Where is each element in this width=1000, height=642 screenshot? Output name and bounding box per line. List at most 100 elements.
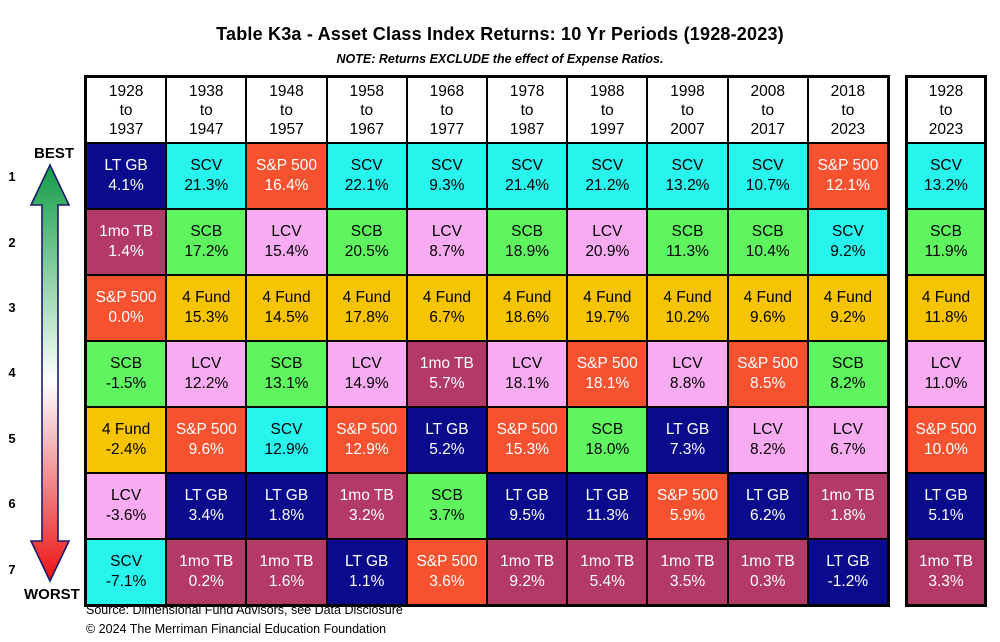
return-cell: LCV 18.1% [487,342,567,406]
return-cell: S&P 500 15.3% [487,408,567,472]
return-value: 3.4% [188,507,224,524]
period-header-line: 2023 [830,120,866,138]
return-cell: LCV 20.9% [568,210,647,274]
asset-class-label: 4 Fund [422,289,472,306]
rank-number: 7 [8,561,16,577]
asset-class-label: LT GB [345,553,389,570]
period-header: 1928 to 2023 [908,78,984,142]
asset-class-label: S&P 500 [175,421,237,438]
rank-number: 6 [8,496,16,512]
return-value: 18.6% [505,309,550,326]
period-header-line: to [600,101,614,119]
period-header-line: 1977 [429,120,465,138]
return-value: 7.3% [669,441,706,458]
asset-class-label: LT GB [826,553,870,570]
return-cell: 1mo TB 3.3% [908,540,984,604]
period-header-line: 2023 [928,120,964,138]
return-cell: SCB 18.9% [487,210,567,274]
return-cell: S&P 500 3.6% [407,540,486,604]
asset-class-label: 1mo TB [259,553,314,570]
asset-class-label: 4 Fund [921,289,971,306]
rank-number: 5 [8,430,16,446]
asset-class-label: S&P 500 [416,553,478,570]
asset-class-label: LCV [111,487,142,504]
return-cell: SCB 11.3% [648,210,727,274]
return-cell: SCB 11.9% [908,210,984,274]
return-value: 6.7% [429,309,465,326]
return-cell: 1mo TB 1.6% [247,540,326,604]
return-value: 5.1% [928,507,964,524]
return-cell: SCB 10.4% [728,210,807,274]
return-value: 9.2% [830,309,866,326]
asset-class-label: LCV [592,223,623,240]
period-header: 1948 to 1957 [247,78,326,142]
rank-number: 1 [8,169,16,185]
asset-class-label: S&P 500 [817,157,879,174]
return-value: 10.2% [665,309,710,326]
return-cell: S&P 500 16.4% [247,144,326,208]
asset-class-label: SCB [591,421,624,438]
return-cell: SCV 21.3% [167,144,246,208]
asset-class-label: SCB [430,487,463,504]
return-value: 6.7% [830,441,866,458]
return-cell: SCV 10.7% [728,144,807,208]
return-value: 10.4% [745,243,790,260]
return-value: 19.7% [585,309,630,326]
asset-class-label: SCB [110,355,143,372]
asset-class-label: SCB [270,355,303,372]
return-cell: SCB -1.5% [87,342,166,406]
asset-class-label: LCV [930,355,962,372]
period-header-line: 1957 [269,120,304,138]
period-header: 1988 to 1997 [568,78,647,142]
asset-class-label: S&P 500 [256,157,317,174]
return-cell: SCB 13.1% [247,342,326,406]
return-value: 20.9% [585,243,630,260]
return-value: -1.2% [827,573,869,590]
return-value: -1.5% [105,375,147,392]
asset-class-label: SCB [350,223,383,240]
return-cell: 1mo TB 3.2% [327,474,406,538]
rank-number: 4 [8,365,16,381]
return-cell: SCV 9.3% [407,144,486,208]
return-value: 0.0% [108,309,144,326]
return-value: 14.5% [264,309,309,326]
return-value: 5.4% [589,573,625,590]
best-label: BEST [34,145,75,162]
return-value: 0.2% [188,573,224,590]
asset-class-label: 4 Fund [743,289,792,306]
return-value: 17.2% [184,243,229,260]
return-value: 18.0% [585,441,630,458]
period-header-line: 1948 [269,82,304,100]
return-cell: LT GB 7.3% [648,408,727,472]
asset-class-label: 1mo TB [580,553,635,570]
return-value: 11.3% [585,507,629,524]
summary-grid: 1928 to 2023 SCV 13.2% SCB 11.9% 4 Fund 11.8% LCV… [905,75,987,607]
return-value: 9.5% [509,507,545,524]
asset-class-label: SCB [511,223,544,240]
return-cell: S&P 500 9.6% [167,408,246,472]
return-cell: SCB 20.5% [327,210,406,274]
return-cell: 1mo TB 0.2% [167,540,246,604]
asset-class-label: S&P 500 [576,355,638,372]
asset-class-label: LCV [672,355,703,372]
return-cell: 1mo TB 3.5% [648,540,727,604]
return-cell: SCB 3.7% [407,474,486,538]
asset-class-label: 1mo TB [919,553,973,570]
asset-class-label: LT GB [104,157,148,174]
asset-class-label: 1mo TB [820,487,875,504]
return-cell: S&P 500 8.5% [728,342,807,406]
asset-class-label: 1mo TB [339,487,394,504]
asset-class-label: LT GB [924,487,968,504]
period-header: 2008 to 2017 [728,78,807,142]
asset-class-label: SCB [190,223,223,240]
period-header-line: to [280,101,293,119]
return-value: 17.8% [344,309,389,326]
asset-class-label: SCV [190,157,223,174]
period-header: 2018 to 2023 [808,78,887,142]
asset-class-label: 1mo TB [179,553,234,570]
return-value: 14.9% [344,375,389,392]
asset-class-label: SCV [350,157,383,174]
return-cell: SCV 13.2% [908,144,984,208]
asset-class-label: LCV [431,223,462,240]
return-value: 11.9% [924,243,968,260]
